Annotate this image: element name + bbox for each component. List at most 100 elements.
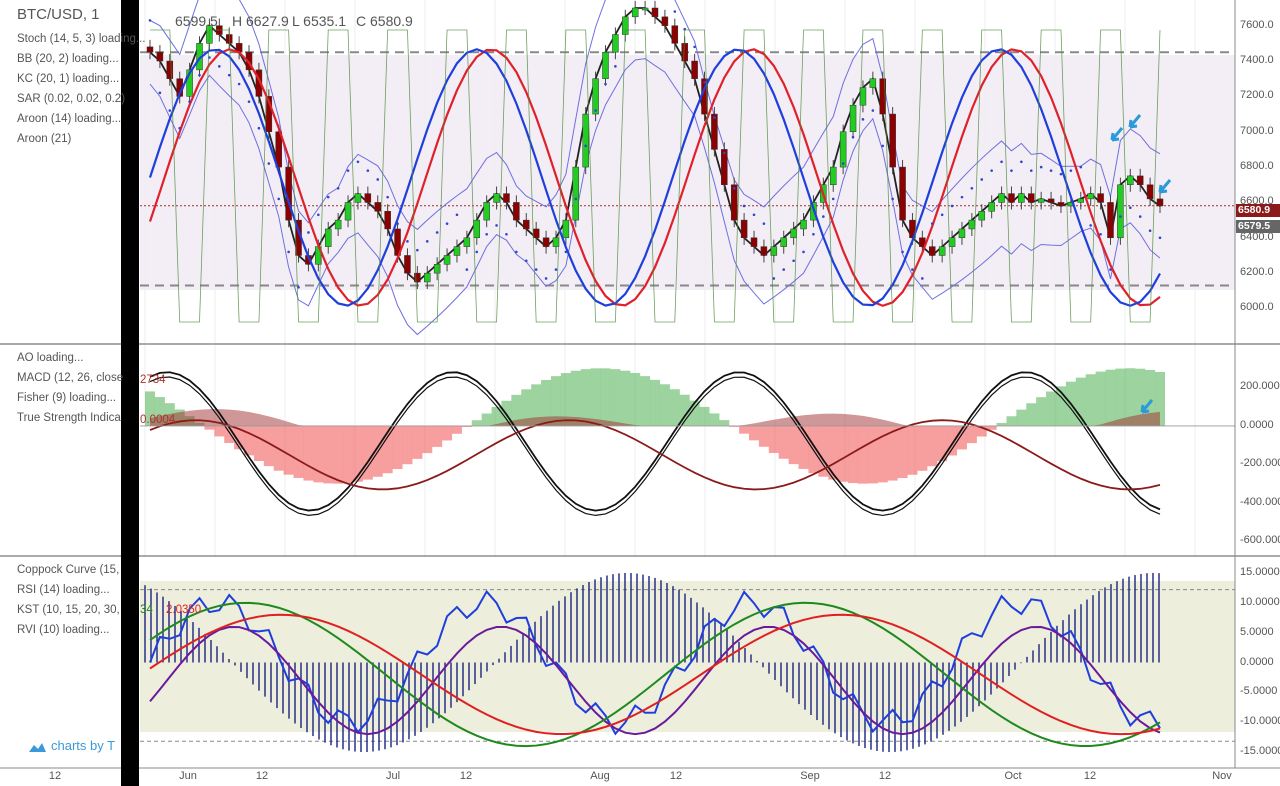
sar-dot bbox=[406, 240, 409, 243]
sar-dot bbox=[247, 100, 251, 103]
candle bbox=[750, 237, 758, 247]
candle bbox=[988, 202, 995, 212]
histogram-bar bbox=[709, 413, 720, 426]
candle bbox=[374, 202, 381, 212]
candle bbox=[859, 87, 867, 106]
histogram-bar bbox=[828, 425, 839, 480]
histogram-bar bbox=[788, 425, 799, 465]
x-tick-label: 12 bbox=[255, 770, 269, 782]
close-price-box: 6580.9 bbox=[1236, 204, 1280, 217]
histogram-bar bbox=[253, 425, 264, 461]
brand-logo[interactable]: charts by T bbox=[27, 738, 115, 753]
histogram-bar bbox=[590, 368, 601, 426]
sar-dot bbox=[346, 169, 350, 172]
indicator-legend-item[interactable]: RVI (10) loading... bbox=[17, 624, 110, 636]
x-tick-label: 12 bbox=[1083, 770, 1097, 782]
price-pane bbox=[0, 0, 1280, 768]
histogram-bar bbox=[937, 425, 948, 462]
histogram-bar bbox=[560, 373, 571, 426]
sar-dot bbox=[515, 250, 518, 254]
indicator-legend-item[interactable]: Aroon (21) bbox=[17, 133, 72, 145]
candle bbox=[711, 113, 718, 150]
histogram-bar bbox=[798, 425, 809, 469]
candle bbox=[275, 131, 282, 168]
indicator-legend-item[interactable]: AO loading... bbox=[17, 352, 84, 364]
indicator-legend-item[interactable]: BB (20, 2) loading... bbox=[17, 53, 119, 65]
histogram-bar bbox=[917, 425, 928, 471]
histogram-bar bbox=[679, 394, 690, 426]
y-tick-label: 0.0000 bbox=[1240, 418, 1274, 431]
x-tick-label: Jul bbox=[385, 770, 401, 782]
tsi-line bbox=[149, 419, 1161, 491]
sar-dot bbox=[317, 213, 320, 217]
y-tick-label: 7000.0 bbox=[1240, 124, 1274, 137]
histogram-bar bbox=[145, 391, 155, 426]
x-tick-label: 12 bbox=[48, 770, 62, 782]
indicator-legend-item[interactable]: KC (20, 1) loading... bbox=[17, 73, 120, 85]
histogram-bar bbox=[689, 400, 700, 426]
candle bbox=[1028, 193, 1035, 203]
aroon-up-line bbox=[150, 29, 1161, 323]
stoch-k-line bbox=[148, 48, 1161, 307]
candle bbox=[384, 211, 391, 230]
bollinger-lower bbox=[149, 58, 1161, 336]
symbol-label[interactable]: BTC/USD, 1 bbox=[17, 6, 100, 23]
candle bbox=[453, 246, 461, 256]
candle bbox=[730, 184, 738, 221]
candle bbox=[463, 237, 471, 247]
indicator-legend-item[interactable]: Coppock Curve (15, bbox=[17, 564, 120, 576]
indicator-legend-item[interactable]: MACD (12, 26, close bbox=[17, 372, 124, 384]
brand-label: charts by T bbox=[51, 738, 116, 753]
sar-dot bbox=[425, 240, 429, 243]
sar-dot bbox=[1000, 160, 1003, 164]
sar-dot bbox=[1039, 165, 1043, 169]
sar-dot bbox=[178, 126, 182, 130]
indicator-legend-item[interactable]: Stoch (14, 5, 3) loading... bbox=[17, 33, 146, 45]
prev-price-box: 6579.5 bbox=[1236, 220, 1280, 233]
sar-dot bbox=[841, 162, 845, 165]
sar-dot bbox=[940, 213, 944, 217]
candle bbox=[849, 104, 857, 132]
candle bbox=[532, 228, 540, 239]
candle bbox=[1037, 198, 1045, 203]
candle bbox=[1047, 198, 1055, 203]
candle bbox=[780, 237, 787, 247]
histogram-bar bbox=[887, 425, 898, 481]
sar-dot bbox=[812, 232, 815, 236]
sar-dot bbox=[356, 160, 360, 164]
indicator-legend-item[interactable]: RSI (14) loading... bbox=[17, 584, 110, 596]
indicator-legend-item[interactable]: Aroon (14) loading... bbox=[17, 113, 122, 125]
ohlc-open: 6599.5 bbox=[175, 13, 218, 29]
histogram-bar bbox=[461, 425, 472, 428]
sar-dot bbox=[1158, 236, 1162, 240]
histogram-bar bbox=[412, 425, 423, 459]
histogram-bar bbox=[541, 379, 552, 426]
sar-dot bbox=[495, 224, 498, 227]
indicator-legend-item[interactable]: SAR (0.02, 0.02, 0.2) bbox=[17, 93, 126, 105]
sar-dot bbox=[930, 222, 934, 225]
histogram-bar bbox=[857, 425, 868, 484]
sar-dot bbox=[604, 82, 607, 86]
indicator-legend-item[interactable]: True Strength Indica bbox=[17, 412, 121, 424]
candle bbox=[869, 78, 877, 88]
sar-dot bbox=[673, 10, 677, 13]
histogram-bar bbox=[303, 425, 314, 481]
histogram-bar bbox=[897, 425, 908, 479]
sar-dot bbox=[455, 213, 459, 217]
annotation-arrow bbox=[1110, 127, 1124, 142]
sar-dot bbox=[435, 231, 439, 234]
sar-dot bbox=[713, 116, 716, 119]
sar-dot bbox=[822, 215, 825, 218]
sar-dot bbox=[1109, 268, 1112, 271]
candle bbox=[493, 193, 500, 203]
rsi-line bbox=[149, 589, 1161, 736]
y-tick-label: 6000.0 bbox=[1240, 301, 1274, 314]
sar-dot bbox=[237, 82, 241, 86]
indicator-legend-item[interactable]: KST (10, 15, 20, 30, bbox=[17, 604, 120, 616]
histogram-bar bbox=[600, 368, 611, 426]
candle bbox=[562, 219, 570, 239]
sar-dot bbox=[1020, 160, 1023, 164]
indicator-legend-item[interactable]: Fisher (9) loading... bbox=[17, 392, 117, 404]
histogram-bar bbox=[768, 425, 779, 453]
